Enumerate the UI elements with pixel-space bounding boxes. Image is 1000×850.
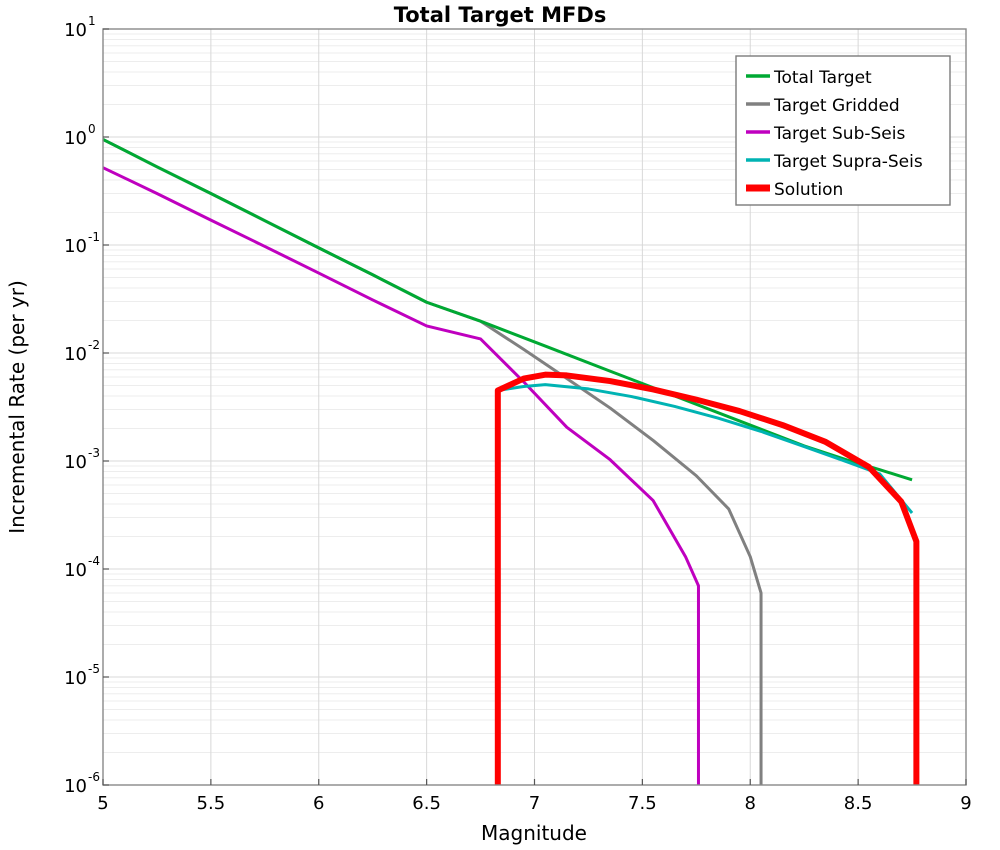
major-gridlines xyxy=(102,28,967,786)
series-solution xyxy=(494,371,920,785)
series-target-sub-seis xyxy=(102,166,700,785)
y-tick-label: 10 -2 xyxy=(64,338,100,365)
chart-legend[interactable]: Total Target Target Gridded Target Sub-Sei… xyxy=(735,55,951,206)
y-axis-label: Incremental Rate (per yr) xyxy=(5,280,29,534)
legend-background xyxy=(735,55,951,206)
x-tick-label: 8.5 xyxy=(844,793,873,814)
x-tick-label: 8 xyxy=(745,793,756,814)
legend-item-target-sub-seis[interactable]: Target Sub-Seis xyxy=(746,124,905,144)
legend-label: Target Sub-Seis xyxy=(773,124,905,144)
svg-text:10: 10 xyxy=(64,668,87,689)
svg-text:-2: -2 xyxy=(88,338,100,352)
svg-text:-6: -6 xyxy=(88,770,100,784)
x-tick-label: 7.5 xyxy=(628,793,657,814)
x-tick-label: 6.5 xyxy=(412,793,441,814)
legend-label: Target Supra-Seis xyxy=(773,152,923,172)
svg-text:10: 10 xyxy=(64,344,87,365)
x-tick-label: 7 xyxy=(529,793,540,814)
legend-item-total-target[interactable]: Total Target xyxy=(746,68,872,88)
x-tick-label: 6 xyxy=(313,793,324,814)
y-tick-label: 10 -6 xyxy=(64,770,100,797)
legend-label: Target Gridded xyxy=(773,96,900,116)
legend-item-target-gridded[interactable]: Target Gridded xyxy=(746,96,900,116)
svg-text:10: 10 xyxy=(64,452,87,473)
svg-text:-4: -4 xyxy=(88,554,100,568)
svg-text:10: 10 xyxy=(64,128,87,149)
legend-item-target-supra-seis[interactable]: Target Supra-Seis xyxy=(746,152,923,172)
series-target-supra-seis xyxy=(497,383,914,514)
legend-label: Total Target xyxy=(773,68,872,88)
y-tick-label: 10 -1 xyxy=(64,230,100,257)
svg-text:1: 1 xyxy=(88,14,96,28)
svg-text:-5: -5 xyxy=(88,662,100,676)
y-tick-label: 10 0 xyxy=(64,122,96,149)
y-tick-label: 10 -5 xyxy=(64,662,100,689)
svg-text:-1: -1 xyxy=(88,230,100,244)
series-lines xyxy=(102,138,920,785)
legend-item-solution[interactable]: Solution xyxy=(746,180,843,200)
x-axis-label: Magnitude xyxy=(481,821,587,845)
svg-text:10: 10 xyxy=(64,560,87,581)
svg-text:10: 10 xyxy=(64,776,87,797)
x-tick-label: 5 xyxy=(97,793,108,814)
x-tick-label: 5.5 xyxy=(197,793,226,814)
y-tick-label: 10 1 xyxy=(64,14,96,41)
svg-text:-3: -3 xyxy=(88,446,100,460)
svg-text:10: 10 xyxy=(64,20,87,41)
chart-title: Total Target MFDs xyxy=(394,3,607,27)
svg-text:10: 10 xyxy=(64,236,87,257)
legend-label: Solution xyxy=(774,180,843,200)
x-axis-ticks: 5 5.5 6 6.5 7 7.5 8 8.5 9 xyxy=(97,779,972,814)
svg-text:0: 0 xyxy=(88,122,96,136)
x-tick-label: 9 xyxy=(960,793,971,814)
y-tick-label: 10 -3 xyxy=(64,446,100,473)
y-tick-label: 10 -4 xyxy=(64,554,100,581)
